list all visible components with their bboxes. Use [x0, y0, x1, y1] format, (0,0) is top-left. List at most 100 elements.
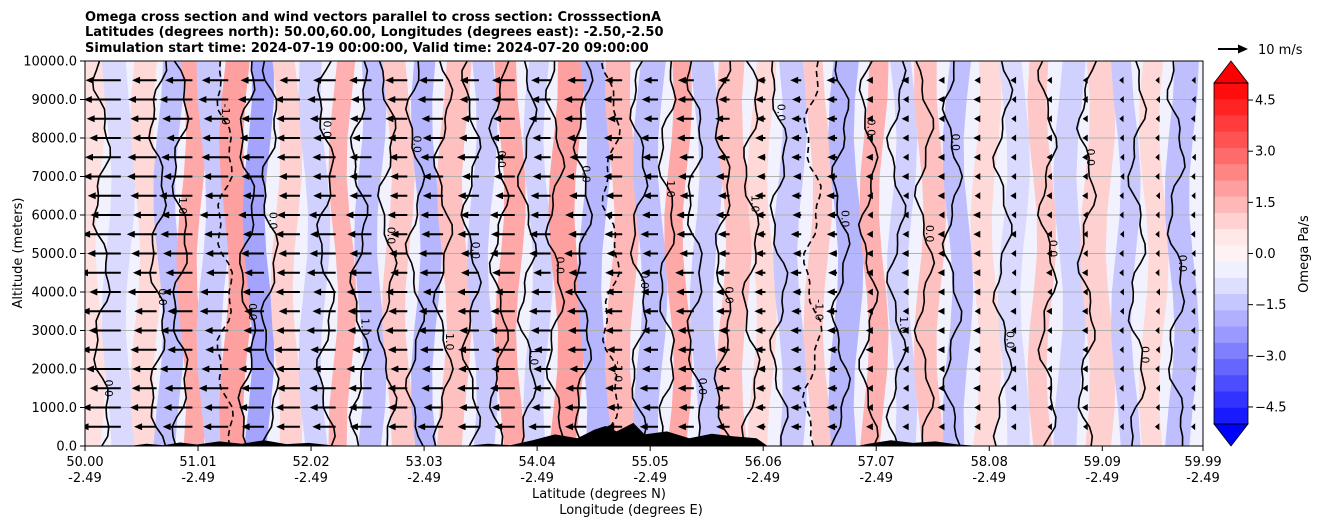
wind-arrow — [865, 173, 873, 180]
wind-arrow — [1191, 423, 1196, 431]
wind-arrow — [422, 192, 444, 200]
wind-arrow — [826, 96, 838, 103]
wind-arrow — [973, 230, 981, 238]
wind-arrowhead — [420, 153, 429, 161]
wind-arrow — [308, 211, 336, 219]
wind-arrow — [1046, 307, 1052, 315]
wind-arrowhead — [198, 384, 207, 392]
wind-arrowhead — [421, 115, 430, 123]
wind-arrowhead — [72, 154, 80, 161]
wind-arrowhead — [866, 307, 873, 315]
wind-arrowhead — [866, 230, 873, 238]
wind-arrow — [531, 404, 551, 411]
wind-arrowhead — [423, 404, 432, 411]
wind-arrowhead — [199, 211, 208, 219]
wind-arrowhead — [755, 230, 764, 238]
wind-arrow — [167, 307, 193, 315]
wind-arrowhead — [718, 76, 727, 84]
wind-arrowhead — [756, 423, 765, 431]
wind-arrowhead — [865, 173, 873, 180]
wind-arrowhead — [162, 288, 171, 296]
contour-label: 0.0 — [320, 121, 333, 139]
wind-arrow — [126, 230, 157, 238]
x-tick-longitude-label: -2.49 — [407, 471, 441, 486]
wind-arrowhead — [457, 307, 466, 315]
colorbar-tick-label: 0.0 — [1255, 247, 1276, 262]
wind-arrowhead — [679, 192, 688, 200]
wind-arrowhead — [677, 327, 686, 334]
wind-arrowhead — [1010, 404, 1017, 411]
wind-arrowhead — [791, 307, 800, 315]
wind-arrow — [244, 307, 265, 315]
wind-arrowhead — [1082, 76, 1088, 84]
wind-arrow — [1046, 134, 1052, 142]
wind-arrowhead — [457, 230, 466, 238]
wind-arrowhead — [937, 307, 945, 315]
wind-arrow — [385, 115, 408, 123]
contour-line — [629, 61, 649, 446]
contour-label: 0.0 — [553, 257, 566, 275]
wind-arrowhead — [1156, 384, 1161, 392]
wind-arrowhead — [754, 288, 763, 296]
wind-arrow — [159, 365, 193, 373]
wind-arrow — [533, 153, 551, 161]
wind-arrowhead — [790, 423, 799, 431]
wind-arrowhead — [676, 211, 685, 219]
wind-arrow — [641, 365, 658, 373]
wind-arrow — [349, 76, 372, 84]
wind-arrowhead — [1119, 346, 1124, 354]
wind-arrow — [276, 423, 300, 431]
wind-arrow — [791, 384, 802, 392]
wind-arrowhead — [244, 269, 253, 277]
wind-arrow — [826, 134, 838, 142]
wind-arrowhead — [1046, 346, 1052, 354]
wind-arrowhead — [276, 423, 285, 431]
wind-arrowhead — [1047, 365, 1052, 373]
wind-arrow — [827, 384, 838, 392]
wind-arrowhead — [828, 269, 837, 277]
wind-arrow — [901, 173, 909, 180]
x-tick-longitude-label: -2.49 — [520, 471, 554, 486]
x-tick-longitude-label: -2.49 — [1085, 471, 1119, 486]
y-axis-label: Altitude (meters) — [11, 198, 26, 309]
wind-arrowhead — [675, 307, 684, 315]
wind-arrow — [161, 153, 193, 161]
wind-arrow — [866, 115, 873, 123]
wind-arrowhead — [1046, 269, 1052, 277]
wind-arrow — [459, 76, 479, 84]
wind-arrowhead — [716, 423, 725, 431]
wind-arrowhead — [866, 115, 873, 123]
wind-arrowhead — [1082, 365, 1088, 373]
wind-arrowhead — [974, 404, 981, 411]
wind-arrowhead — [1191, 384, 1196, 392]
wind-arrowhead — [827, 153, 836, 161]
contour-label: 0.0 — [774, 104, 787, 122]
wind-arrow — [456, 384, 479, 392]
wind-arrowhead — [1155, 134, 1160, 142]
wind-arrowhead — [70, 308, 78, 315]
wind-arrowhead — [564, 96, 573, 103]
wind-arrow — [132, 365, 157, 373]
wind-arrow — [528, 423, 551, 431]
wind-arrow — [714, 384, 730, 392]
wind-arrowhead — [791, 192, 800, 200]
wind-arrowhead — [642, 153, 651, 161]
wind-arrowhead — [901, 269, 909, 277]
wind-arrowhead — [827, 384, 836, 392]
wind-arrow — [533, 346, 551, 354]
wind-arrow — [276, 211, 300, 219]
wind-arrow — [158, 192, 193, 200]
wind-arrowhead — [1010, 384, 1017, 392]
wind-arrow — [313, 134, 336, 142]
wind-arrow — [422, 288, 444, 296]
wind-arrow — [677, 76, 694, 84]
wind-arrow — [390, 269, 408, 277]
wind-arrow — [87, 192, 121, 200]
wind-arrow — [489, 384, 515, 392]
wind-arrowhead — [491, 76, 500, 84]
wind-arrow — [606, 404, 623, 411]
wind-arrow — [867, 404, 873, 411]
wind-arrowhead — [566, 307, 575, 315]
wind-arrow — [491, 96, 515, 103]
wind-arrowhead — [641, 327, 650, 334]
